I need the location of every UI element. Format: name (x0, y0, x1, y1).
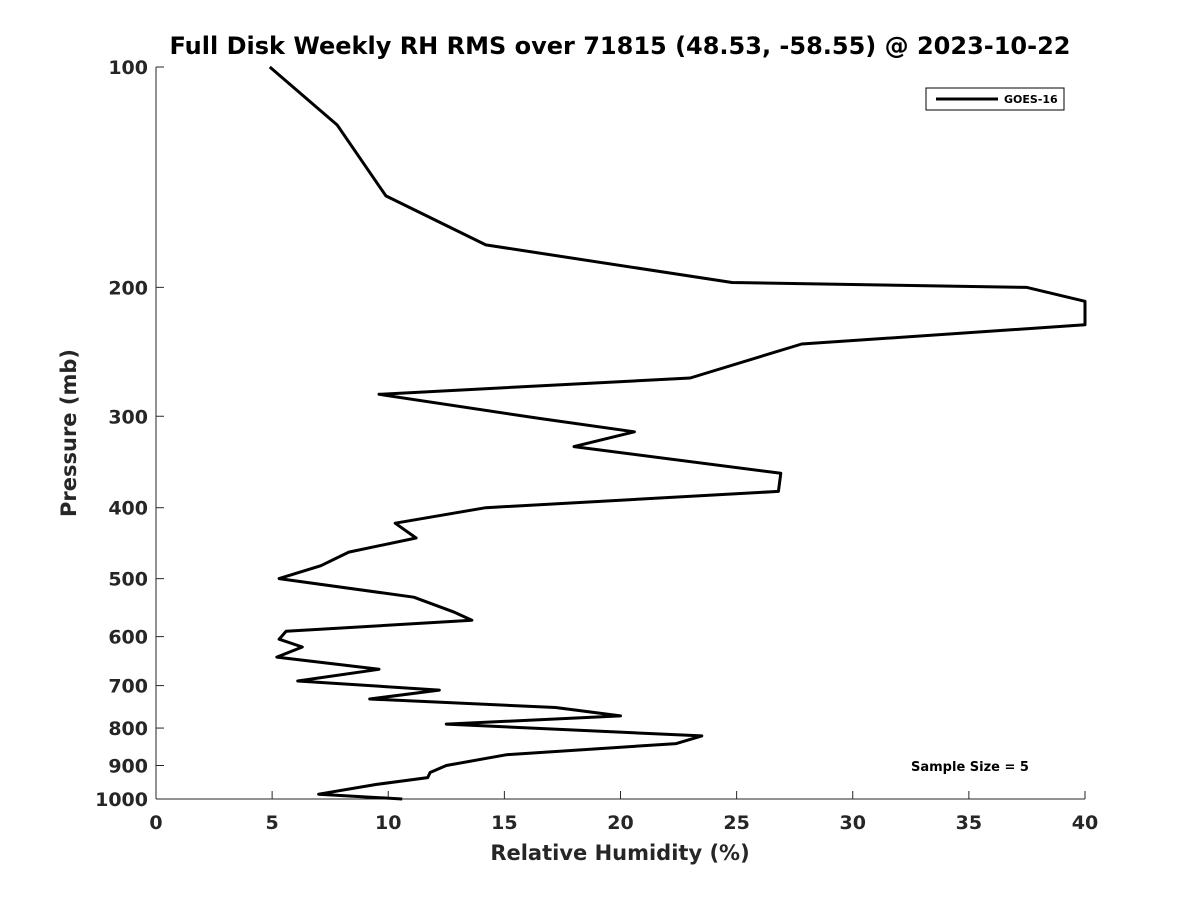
legend-label-goes-16: GOES-16 (1004, 93, 1058, 106)
x-tick-label: 30 (840, 812, 866, 834)
y-tick-label: 600 (108, 627, 148, 649)
sample-size-annotation: Sample Size = 5 (911, 760, 1029, 775)
y-axis-label: Pressure (mb) (57, 349, 81, 517)
y-tick-label: 700 (108, 676, 148, 698)
x-ticks: 0 5 10 15 20 25 30 35 40 (149, 791, 1098, 834)
y-tick-label: 400 (108, 498, 148, 520)
y-tick-label: 900 (108, 756, 148, 778)
chart-title: Full Disk Weekly RH RMS over 71815 (48.5… (169, 32, 1070, 60)
plot-area (155, 67, 1085, 800)
x-tick-label: 10 (375, 812, 401, 834)
y-tick-label: 100 (108, 57, 148, 79)
y-ticks: 100 200 300 400 500 600 700 800 900 1000 (95, 57, 164, 811)
x-tick-label: 0 (149, 812, 162, 834)
y-tick-label: 300 (108, 406, 148, 428)
y-tick-label: 800 (108, 718, 148, 740)
x-axis-label: Relative Humidity (%) (490, 841, 749, 865)
x-tick-label: 25 (723, 812, 749, 834)
x-tick-label: 35 (956, 812, 982, 834)
x-tick-label: 20 (607, 812, 633, 834)
x-tick-label: 40 (1072, 812, 1098, 834)
y-tick-label: 200 (108, 277, 148, 299)
y-tick-label: 500 (108, 569, 148, 591)
x-tick-label: 5 (266, 812, 279, 834)
legend: GOES-16 (925, 87, 1065, 111)
x-tick-label: 15 (491, 812, 517, 834)
series-line-goes-16 (268, 65, 1087, 801)
y-tick-label: 1000 (95, 789, 148, 811)
